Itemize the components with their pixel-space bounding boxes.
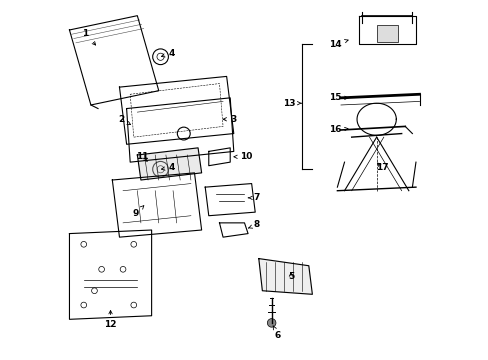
Text: 5: 5 <box>287 272 293 281</box>
Text: 4: 4 <box>161 163 174 172</box>
Text: 6: 6 <box>272 325 281 340</box>
Text: 7: 7 <box>248 193 260 202</box>
Circle shape <box>267 319 275 327</box>
Text: 14: 14 <box>328 40 347 49</box>
Text: 12: 12 <box>104 311 117 329</box>
Polygon shape <box>137 148 201 180</box>
Text: 17: 17 <box>375 163 387 172</box>
Text: 9: 9 <box>132 206 143 219</box>
Polygon shape <box>258 258 312 294</box>
Text: 2: 2 <box>118 115 130 125</box>
Text: 11: 11 <box>136 152 149 161</box>
Text: 3: 3 <box>223 115 236 124</box>
Text: 15: 15 <box>329 93 347 102</box>
Text: 10: 10 <box>233 152 252 161</box>
Bar <box>376 24 397 42</box>
Text: 16: 16 <box>329 126 347 135</box>
Text: 4: 4 <box>161 49 174 58</box>
Text: 13: 13 <box>283 99 301 108</box>
Text: 8: 8 <box>248 220 260 229</box>
Text: 1: 1 <box>82 29 95 45</box>
